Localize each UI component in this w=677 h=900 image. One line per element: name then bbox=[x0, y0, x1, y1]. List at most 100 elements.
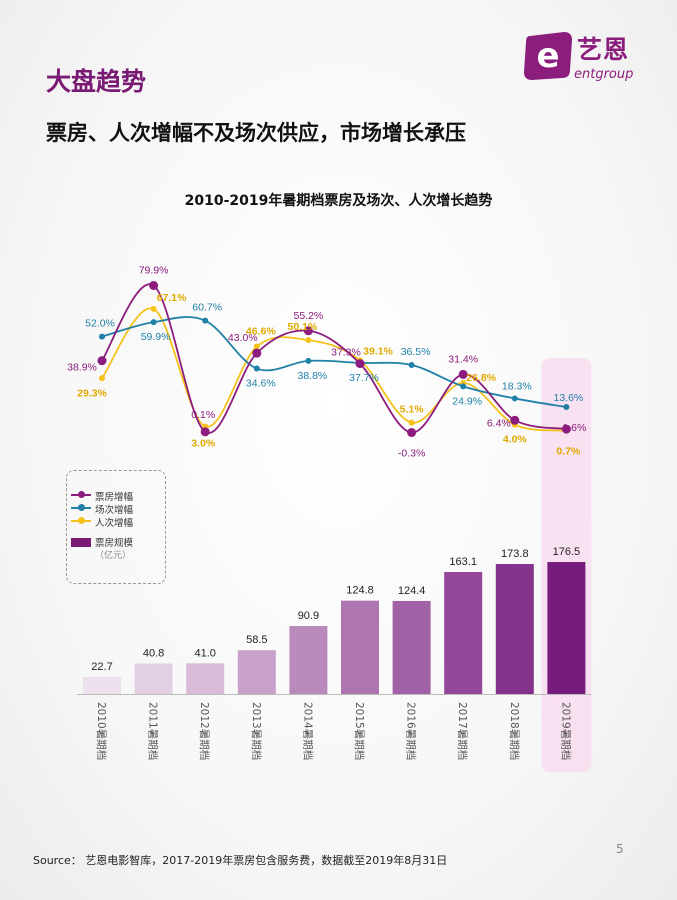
line-data-label: 38.9% bbox=[67, 362, 97, 374]
entgroup-logo: e 艺恩 entgroup bbox=[520, 28, 660, 88]
line-data-label: 26.8% bbox=[466, 372, 496, 384]
data-point bbox=[408, 419, 415, 426]
line-data-label: 79.9% bbox=[139, 264, 169, 276]
line-data-label: 37.3% bbox=[331, 347, 361, 359]
legend-bar-label: 票房规模 bbox=[95, 538, 134, 549]
data-point bbox=[252, 348, 262, 358]
bar-value-label: 41.0 bbox=[194, 647, 215, 659]
source-note: Source： 艺恩电影智库，2017-2019年票房包含服务费，数据截至201… bbox=[33, 854, 448, 867]
line-data-label: 24.9% bbox=[452, 395, 482, 407]
page-number: 5 bbox=[616, 842, 624, 856]
bar-2014暑期档 bbox=[289, 626, 328, 694]
line-data-label: 67.1% bbox=[157, 292, 187, 304]
data-point bbox=[355, 359, 365, 369]
data-point bbox=[99, 375, 105, 382]
line-data-label: 6.4% bbox=[487, 417, 511, 429]
bar-2010暑期档 bbox=[83, 677, 121, 694]
bar-2016暑期档 bbox=[392, 600, 431, 694]
category-tick-label: 2017暑期档 bbox=[456, 702, 469, 760]
bar-value-label: 176.5 bbox=[553, 546, 581, 558]
data-point bbox=[305, 337, 312, 344]
line-data-label: 0.1% bbox=[191, 409, 215, 421]
bar-value-label: 58.5 bbox=[246, 634, 267, 646]
category-tick-label: 2013暑期档 bbox=[250, 702, 263, 760]
line-data-label: 36.5% bbox=[401, 346, 431, 358]
data-point bbox=[305, 357, 312, 364]
bar-value-label: 173.8 bbox=[501, 548, 529, 560]
bar-2015暑期档 bbox=[341, 600, 379, 694]
category-tick-label: 2016暑期档 bbox=[405, 702, 418, 760]
data-point bbox=[253, 365, 260, 372]
bar-2019暑期档 bbox=[547, 562, 586, 694]
data-point bbox=[99, 333, 105, 340]
data-point bbox=[202, 317, 209, 324]
data-point bbox=[563, 404, 570, 411]
data-point bbox=[510, 415, 520, 425]
line-data-label: 52.0% bbox=[85, 318, 115, 330]
bar-2018暑期档 bbox=[495, 564, 534, 694]
line-data-label: 55.2% bbox=[294, 310, 324, 322]
category-tick-label: 2014暑期档 bbox=[301, 702, 314, 760]
line-data-label: -0.3% bbox=[398, 448, 425, 460]
data-point bbox=[150, 305, 157, 312]
data-point bbox=[200, 427, 210, 437]
bar-value-label: 124.8 bbox=[346, 585, 374, 597]
line-data-label: 34.6% bbox=[246, 378, 276, 390]
headline: 票房、人次增幅不及场次供应，市场增长承压 bbox=[46, 121, 466, 145]
line-data-label: 31.4% bbox=[448, 353, 478, 365]
bar-2017暑期档 bbox=[444, 572, 483, 694]
line-data-label: 13.6% bbox=[554, 392, 584, 404]
logo-chinese: 艺恩 bbox=[577, 35, 630, 64]
category-tick-label: 2019暑期档 bbox=[559, 702, 572, 760]
line-data-label: 18.3% bbox=[502, 380, 532, 392]
data-point bbox=[561, 424, 571, 434]
data-point bbox=[460, 383, 467, 390]
category-tick-label: 2018暑期档 bbox=[508, 702, 521, 760]
bar-value-label: 40.8 bbox=[143, 647, 164, 659]
chart-title: 2010-2019年暑期档票房及场次、人次增长趋势 bbox=[184, 193, 493, 209]
data-point bbox=[458, 369, 468, 379]
logo-english: entgroup bbox=[574, 67, 634, 82]
category-tick-label: 2010暑期档 bbox=[95, 702, 108, 760]
category-tick-label: 2011暑期档 bbox=[147, 702, 160, 760]
svg-text:e: e bbox=[536, 36, 559, 76]
data-point bbox=[408, 362, 415, 369]
data-point bbox=[303, 326, 313, 336]
line-data-label: 50.1% bbox=[288, 321, 318, 333]
data-point bbox=[150, 319, 157, 326]
legend-bar-swatch bbox=[71, 538, 91, 547]
line-data-label: 46.6% bbox=[246, 326, 276, 338]
line-box-office-growth bbox=[101, 283, 567, 434]
bar-2012暑期档 bbox=[186, 663, 225, 694]
category-tick-label: 2015暑期档 bbox=[353, 702, 366, 760]
line-data-label: 39.1% bbox=[363, 345, 393, 357]
data-point bbox=[253, 343, 260, 350]
data-point bbox=[149, 280, 159, 290]
bar-2011暑期档 bbox=[134, 663, 173, 694]
bar-value-label: 124.4 bbox=[398, 585, 426, 597]
section-title: 大盘趋势 bbox=[46, 67, 147, 96]
data-point bbox=[97, 356, 107, 366]
line-data-label: 60.7% bbox=[192, 302, 222, 314]
line-data-label: 29.3% bbox=[77, 387, 107, 399]
data-point bbox=[407, 428, 417, 438]
line-data-label: 37.7% bbox=[349, 372, 379, 384]
logo-mark-icon: e bbox=[524, 32, 572, 80]
line-data-label: 38.8% bbox=[298, 370, 328, 382]
category-tick-label: 2012暑期档 bbox=[198, 702, 211, 760]
data-point bbox=[511, 395, 518, 402]
bar-value-label: 90.9 bbox=[298, 610, 319, 622]
bar-2013暑期档 bbox=[237, 650, 276, 694]
chart-legend: 票房增幅 场次增幅 人次增幅 票房规模 （亿元） bbox=[66, 470, 166, 584]
bar-value-label: 163.1 bbox=[449, 556, 477, 568]
legend-bar-unit: （亿元） bbox=[95, 551, 132, 561]
line-data-label: 4.0% bbox=[503, 434, 528, 446]
line-data-label: 5.1% bbox=[400, 404, 425, 416]
line-data-label: 1.6% bbox=[562, 422, 586, 434]
line-data-label: 59.9% bbox=[141, 331, 171, 343]
line-data-label: 43.0% bbox=[228, 332, 258, 344]
line-data-label: 3.0% bbox=[191, 437, 216, 449]
bar-value-label: 22.7 bbox=[91, 661, 112, 673]
line-data-label: 0.7% bbox=[556, 446, 581, 458]
